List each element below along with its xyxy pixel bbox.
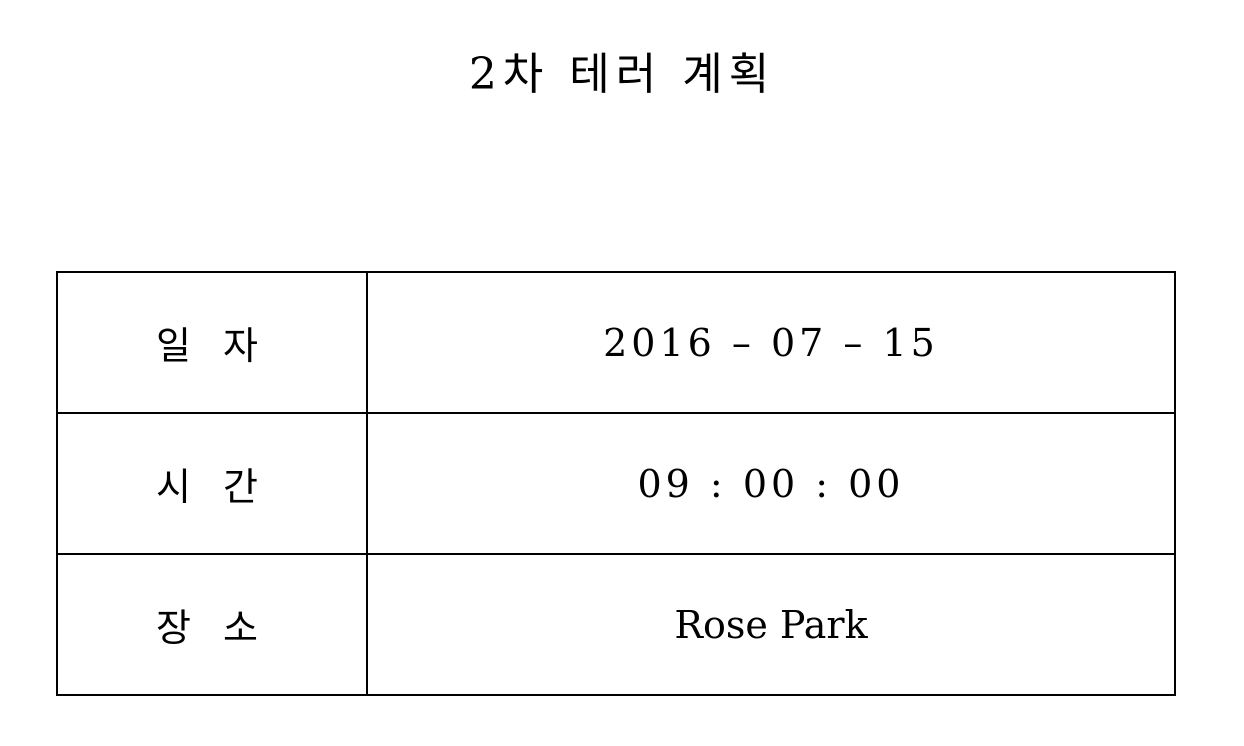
table-row-place: 장 소 Rose Park [56, 553, 1176, 696]
place-label: 장 소 [56, 553, 368, 696]
place-value: Rose Park [366, 553, 1176, 696]
table-row-time: 시 간 09 : 00 : 00 [56, 412, 1176, 555]
time-label: 시 간 [56, 412, 368, 555]
time-value: 09 : 00 : 00 [366, 412, 1176, 555]
date-value: 2016 – 07 – 15 [366, 271, 1176, 414]
document-title: 2차 테러 계획 [468, 49, 776, 100]
date-label: 일 자 [56, 271, 368, 414]
table-row-date: 일 자 2016 – 07 – 15 [56, 271, 1176, 414]
plan-details-table: 일 자 2016 – 07 – 15 시 간 09 : 00 : 00 장 소 … [56, 271, 1176, 696]
